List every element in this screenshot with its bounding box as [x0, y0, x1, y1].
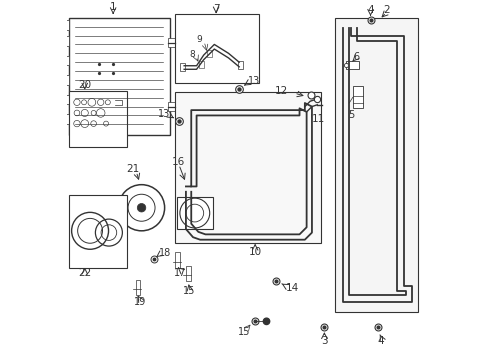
Text: 19: 19 [133, 297, 145, 307]
Bar [65, 114, 69, 123]
Text: 17: 17 [174, 268, 186, 278]
Bar [238, 61, 243, 69]
Bar [175, 93, 320, 243]
Text: 4: 4 [377, 336, 384, 346]
Circle shape [137, 203, 145, 212]
Bar [180, 63, 184, 71]
Text: 12: 12 [275, 86, 288, 96]
Text: 11: 11 [311, 114, 325, 124]
Bar [175, 252, 180, 268]
Text: 20: 20 [78, 80, 91, 90]
Bar [65, 20, 69, 30]
Text: 5: 5 [347, 110, 353, 120]
Bar [69, 195, 127, 268]
Text: 1: 1 [110, 2, 116, 12]
Bar [65, 36, 69, 45]
Text: 21: 21 [126, 164, 139, 174]
Text: 4: 4 [366, 5, 373, 15]
Bar [65, 95, 69, 104]
Text: 7: 7 [212, 4, 219, 14]
Bar [168, 102, 175, 111]
Bar [65, 56, 69, 65]
Text: 15: 15 [183, 286, 195, 296]
Text: 18: 18 [159, 248, 171, 258]
Bar [65, 75, 69, 85]
Bar [69, 18, 170, 135]
Bar [175, 14, 258, 84]
Text: 8: 8 [189, 50, 194, 59]
Text: 15: 15 [238, 327, 250, 337]
Text: 13: 13 [157, 109, 170, 119]
Bar [352, 86, 362, 108]
Bar [177, 197, 212, 229]
Text: 16: 16 [172, 157, 185, 167]
Text: 10: 10 [248, 247, 261, 257]
Text: 6: 6 [352, 52, 359, 62]
Text: 14: 14 [285, 283, 298, 293]
Text: 2: 2 [383, 5, 389, 15]
Bar [345, 62, 358, 69]
Text: 13: 13 [247, 76, 260, 86]
Text: 3: 3 [321, 336, 327, 346]
Circle shape [263, 318, 269, 324]
Bar [207, 50, 211, 57]
Bar [199, 61, 203, 68]
Bar [334, 18, 418, 312]
Bar [69, 91, 127, 147]
Text: 9: 9 [197, 35, 202, 44]
Bar [168, 39, 175, 47]
Bar [135, 280, 140, 295]
Text: 22: 22 [78, 268, 91, 278]
Bar [185, 266, 190, 280]
